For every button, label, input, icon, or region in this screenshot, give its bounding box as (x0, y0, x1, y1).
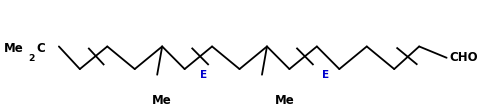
Text: Me: Me (4, 42, 24, 55)
Text: C: C (36, 42, 45, 55)
Text: 2: 2 (28, 54, 34, 63)
Text: Me: Me (274, 94, 294, 106)
Text: Me: Me (152, 94, 172, 106)
Text: E: E (200, 69, 207, 79)
Text: CHO: CHO (449, 51, 478, 64)
Text: E: E (322, 69, 329, 79)
